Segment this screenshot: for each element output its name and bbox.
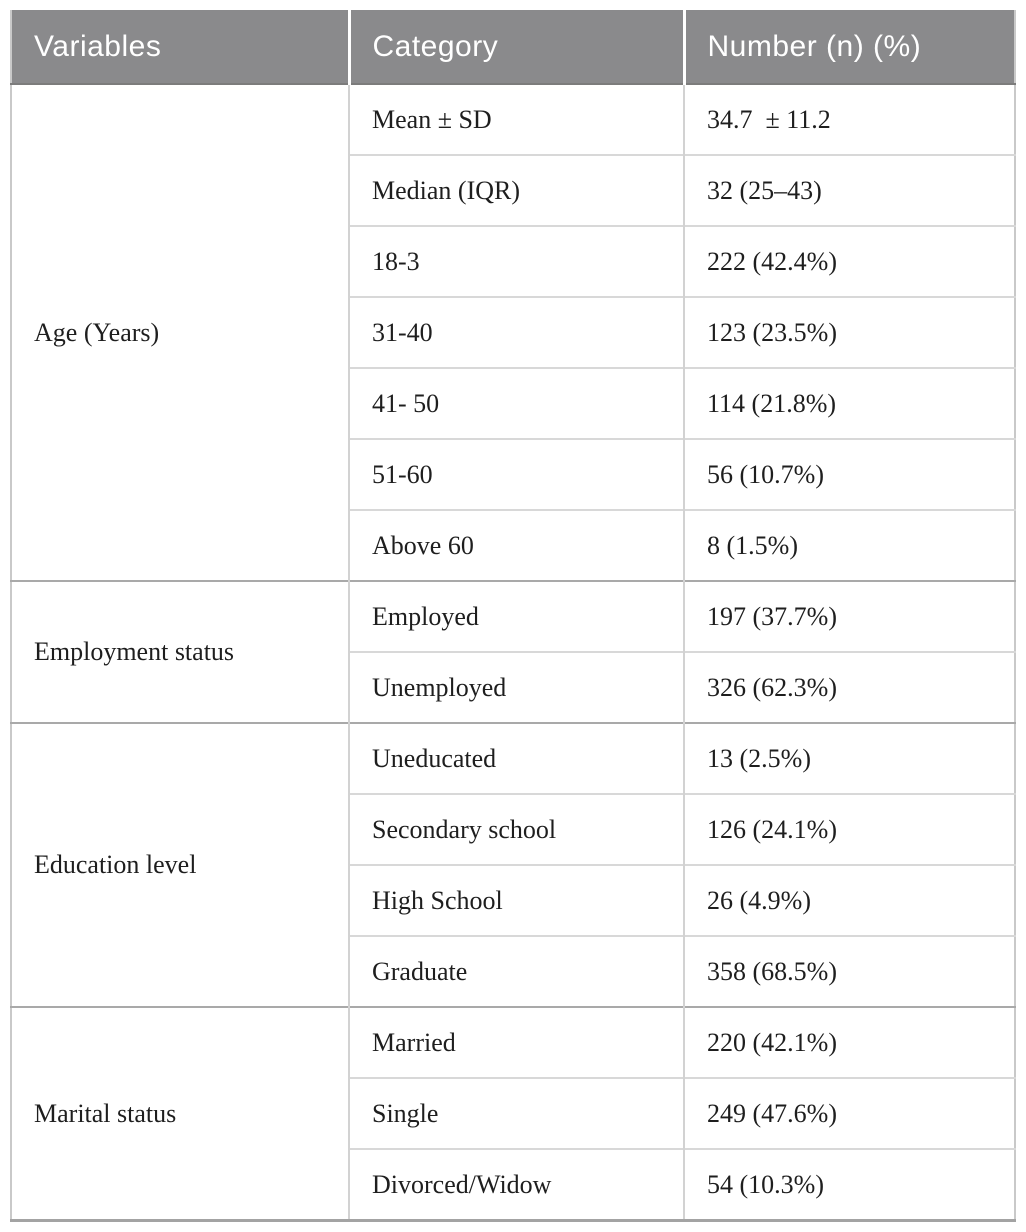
value-cell: 197 (37.7%) (683, 581, 1015, 652)
category-cell: 31-40 (348, 296, 684, 368)
table-row: Employment status Employed 197 (37.7%) (11, 581, 1015, 723)
demographics-table: Variables Category Number (n) (%) Age (Y… (10, 10, 1016, 1222)
table-row: 18-3 222 (42.4%) (11, 225, 1015, 297)
table-row: Secondary school 126 (24.1%) (11, 793, 1015, 865)
value-cell: 26 (4.9%) (683, 864, 1015, 936)
value-cell: 13 (2.5%) (683, 723, 1015, 794)
table-header: Variables Category Number (n) (%) (11, 10, 1015, 85)
category-cell: Mean ± SD (348, 84, 684, 155)
table-row: High School 26 (4.9%) (11, 864, 1015, 936)
category-cell: Married (348, 1007, 684, 1078)
value-cell: 123 (23.5%) (683, 296, 1015, 368)
group-employment: Employment status Employed 197 (37.7%) U… (11, 581, 1015, 723)
category-cell: 41- 50 (348, 367, 684, 439)
column-header-number: Number (n) (%) (682, 10, 1015, 85)
value-cell: 54 (10.3%) (683, 1148, 1015, 1221)
variable-label-employment: Employment status (11, 581, 349, 723)
table-row: Above 60 8 (1.5%) (11, 509, 1015, 581)
category-cell: Uneducated (348, 723, 684, 794)
table-row: Median (IQR) 32 (25–43) (11, 154, 1015, 226)
value-cell: 222 (42.4%) (683, 225, 1015, 297)
table-row: Unemployed 326 (62.3%) (11, 651, 1015, 723)
table-row: 51-60 56 (10.7%) (11, 438, 1015, 510)
table-row: 41- 50 114 (21.8%) (11, 367, 1015, 439)
column-header-variables: Variables (11, 10, 349, 85)
group-education: Education level Uneducated 13 (2.5%) Sec… (11, 723, 1015, 1007)
category-cell: Unemployed (348, 651, 684, 723)
table-row: Marital status Married 220 (42.1%) (11, 1007, 1015, 1221)
value-cell: 249 (47.6%) (683, 1077, 1015, 1149)
group-age: Age (Years) Mean ± SD 34.7 ± 11.2 Median… (11, 84, 1015, 581)
column-header-category: Category (347, 10, 684, 85)
table-row: Graduate 358 (68.5%) (11, 935, 1015, 1007)
group-marital: Marital status Married 220 (42.1%) Singl… (11, 1007, 1015, 1221)
category-cell: High School (348, 864, 684, 936)
value-cell: 32 (25–43) (683, 154, 1015, 226)
header-row: Variables Category Number (n) (%) (11, 10, 1015, 85)
category-cell: Divorced/Widow (348, 1148, 684, 1221)
variable-label-education: Education level (11, 723, 349, 1007)
value-cell: 126 (24.1%) (683, 793, 1015, 865)
table-row: Age (Years) Mean ± SD 34.7 ± 11.2 (11, 84, 1015, 581)
value-cell: 56 (10.7%) (683, 438, 1015, 510)
category-cell: Secondary school (348, 793, 684, 865)
category-cell: Graduate (348, 935, 684, 1007)
category-cell: 51-60 (348, 438, 684, 510)
variable-label-marital: Marital status (11, 1007, 349, 1221)
category-cell: Above 60 (348, 509, 684, 581)
variable-label-age: Age (Years) (11, 84, 349, 581)
table-row: Education level Uneducated 13 (2.5%) (11, 723, 1015, 1007)
table-row: 31-40 123 (23.5%) (11, 296, 1015, 368)
value-cell: 34.7 ± 11.2 (683, 84, 1015, 155)
value-cell: 326 (62.3%) (683, 651, 1015, 723)
value-cell: 8 (1.5%) (683, 509, 1015, 581)
value-cell: 114 (21.8%) (683, 367, 1015, 439)
category-cell: 18-3 (348, 225, 684, 297)
table-row: Single 249 (47.6%) (11, 1077, 1015, 1149)
category-cell: Median (IQR) (348, 154, 684, 226)
category-cell: Employed (348, 581, 684, 652)
value-cell: 220 (42.1%) (683, 1007, 1015, 1078)
category-cell: Single (348, 1077, 684, 1149)
value-cell: 358 (68.5%) (683, 935, 1015, 1007)
